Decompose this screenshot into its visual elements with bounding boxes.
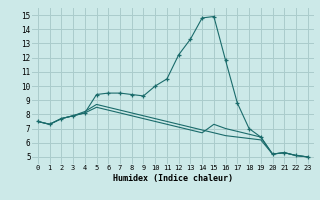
X-axis label: Humidex (Indice chaleur): Humidex (Indice chaleur) [113, 174, 233, 183]
